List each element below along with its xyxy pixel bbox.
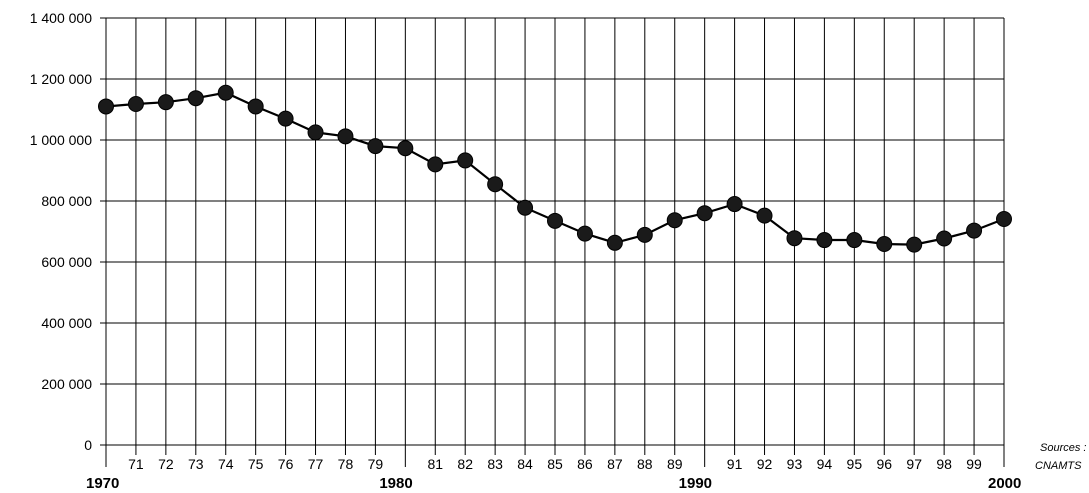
x-tick-label: 96: [876, 456, 892, 472]
x-tick-label: 95: [847, 456, 863, 472]
x-tick-label-major: 1980: [379, 475, 412, 492]
data-point: [98, 98, 114, 115]
data-point: [127, 96, 144, 113]
x-tick-label: 87: [607, 456, 623, 472]
x-tick-label-major: 1990: [679, 475, 712, 492]
data-point: [966, 222, 983, 239]
y-tick-label: 1 000 000: [30, 132, 92, 148]
x-tick-label: 77: [308, 456, 324, 472]
data-point: [367, 138, 384, 155]
data-point: [157, 94, 174, 111]
x-axis-ticks: 1970 71 72 73 74 75 76 77 78 79 1980 81 82 83 84 85 86 87…: [86, 456, 1021, 492]
x-tick-label: 99: [966, 456, 982, 472]
x-tick-label: 81: [427, 456, 443, 472]
data-point: [397, 140, 414, 157]
y-tick-label: 800 000: [41, 193, 92, 209]
y-tick-label: 1 200 000: [30, 71, 92, 87]
data-point: [726, 196, 743, 213]
x-tick-label: 85: [547, 456, 563, 472]
y-tick-label: 600 000: [41, 254, 92, 270]
data-point: [816, 232, 833, 249]
data-point: [427, 156, 444, 173]
data-point: [996, 210, 1012, 227]
x-tick-label: 73: [188, 456, 204, 472]
data-series: [98, 84, 1012, 253]
x-tick-label: 74: [218, 456, 234, 472]
x-tick-label: 79: [368, 456, 384, 472]
x-tick-label-major: 1970: [86, 475, 119, 492]
data-point: [606, 234, 623, 251]
source-note-line-1: Sources :: [1040, 442, 1086, 454]
x-tick-label: 82: [457, 456, 473, 472]
source-note-line-2: CNAMTS: [1035, 460, 1082, 472]
x-tick-label: 97: [906, 456, 922, 472]
y-tick-label: 1 400 000: [30, 10, 92, 26]
x-tick-label: 76: [278, 456, 294, 472]
data-point: [217, 84, 234, 101]
x-tick-label: 92: [757, 456, 773, 472]
data-point: [547, 212, 563, 229]
data-point: [517, 199, 534, 216]
x-tick-label: 94: [817, 456, 833, 472]
x-tick-label: 89: [667, 456, 683, 472]
x-tick-label: 93: [787, 456, 803, 472]
data-point: [666, 212, 683, 229]
data-point: [576, 225, 593, 242]
data-point: [696, 205, 713, 222]
x-tick-label: 84: [517, 456, 533, 472]
x-tick-label: 75: [248, 456, 264, 472]
y-tick-label: 400 000: [41, 315, 92, 331]
data-point: [187, 90, 204, 107]
y-axis-ticks: 0 200 000 400 000 600 000 800 000 1 000 000 1 …: [30, 10, 93, 453]
data-point: [636, 226, 653, 243]
data-point: [247, 98, 264, 115]
data-point: [876, 236, 893, 253]
y-tick-label: 200 000: [41, 376, 92, 392]
data-point: [756, 207, 773, 224]
source-note: Sources : CNAMTS: [1035, 442, 1086, 472]
data-point: [786, 230, 803, 247]
x-tick-label: 71: [128, 456, 144, 472]
data-point: [457, 152, 474, 169]
data-point: [906, 236, 923, 253]
data-point: [846, 232, 863, 249]
data-point: [936, 230, 953, 247]
x-tick-label: 86: [577, 456, 593, 472]
x-tick-label: 98: [936, 456, 952, 472]
y-tick-label: 0: [84, 437, 92, 453]
x-tick-label: 88: [637, 456, 653, 472]
x-tick-label: 78: [338, 456, 354, 472]
data-point: [337, 128, 354, 145]
data-point: [277, 110, 294, 127]
x-tick-label-major: 2000: [988, 475, 1021, 492]
x-tick-label: 72: [158, 456, 174, 472]
data-point: [307, 124, 324, 141]
data-point: [487, 176, 504, 193]
x-tick-label: 91: [727, 456, 743, 472]
x-tick-label: 83: [487, 456, 503, 472]
